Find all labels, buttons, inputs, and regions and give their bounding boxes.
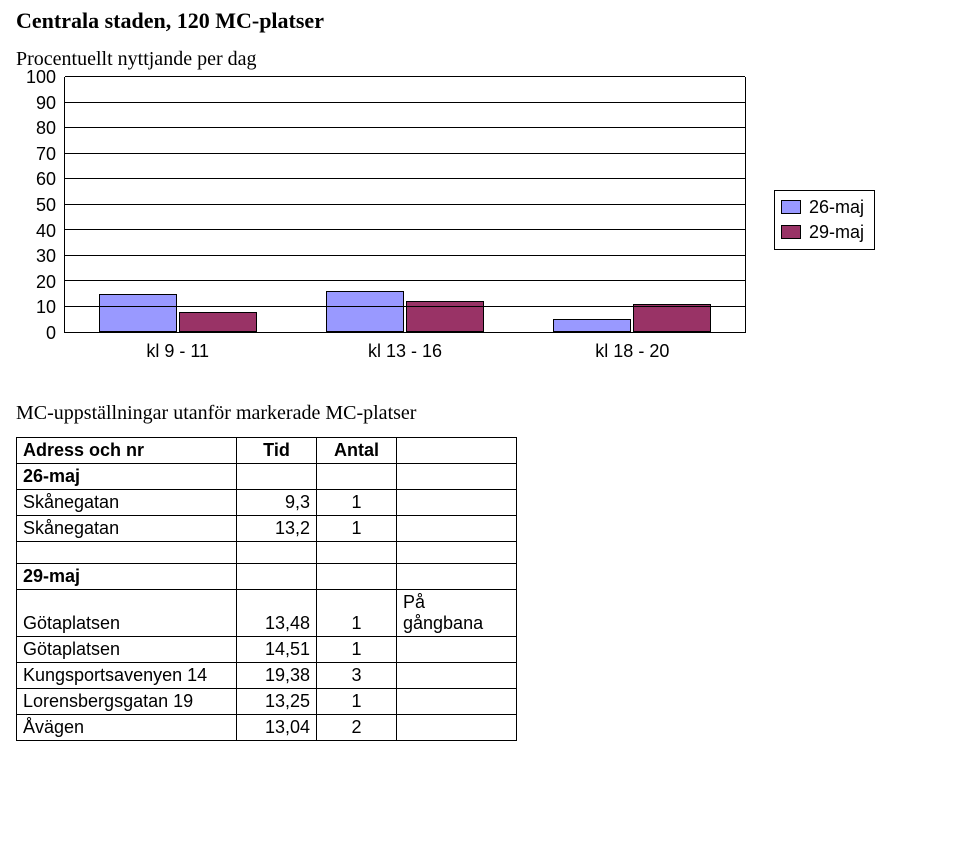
table-cell [17,542,237,564]
table-cell [397,542,517,564]
table-cell [397,663,517,689]
grid-line [65,127,745,128]
x-axis-spacer [16,341,64,362]
table-cell [397,715,517,741]
table-cell: 1 [317,590,397,637]
grid-line [65,280,745,281]
legend-label: 26-maj [809,197,864,218]
legend-swatch [781,200,801,214]
chart-legend: 26-maj 29-maj [774,190,875,250]
table-cell: På gångbana [397,590,517,637]
category-slot [65,77,292,332]
chart-row: 1009080706050403020100 kl 9 - 11kl 13 - … [16,77,944,362]
table-header-cell [397,438,517,464]
table-cell: 1 [317,490,397,516]
table-cell [397,464,517,490]
table-cell: Götaplatsen [17,637,237,663]
table-cell [397,689,517,715]
bar [633,304,711,332]
table-cell: 1 [317,516,397,542]
table-row: Götaplatsen14,511 [17,637,517,663]
table-cell: 2 [317,715,397,741]
table-cell: 9,3 [237,490,317,516]
table-row: Skånegatan13,21 [17,516,517,542]
category-slot [518,77,745,332]
grid-line [65,153,745,154]
table-cell: Skånegatan [17,490,237,516]
table-header-cell: Antal [317,438,397,464]
table-row: Kungsportsavenyen 1419,383 [17,663,517,689]
y-axis: 1009080706050403020100 [16,77,64,333]
section-heading: MC-uppställningar utanför markerade MC-p… [16,402,944,425]
table-header-cell: Tid [237,438,317,464]
x-axis-label: kl 9 - 11 [64,341,291,362]
table-cell [317,542,397,564]
bar [553,319,631,332]
table-header-cell: Adress och nr [17,438,237,464]
grid-line [65,76,745,77]
table-cell: 1 [317,637,397,663]
x-axis-label: kl 13 - 16 [291,341,518,362]
table-cell: 29-maj [17,564,237,590]
table-row: Lorensbergsgatan 1913,251 [17,689,517,715]
table-row: Götaplatsen13,481På gångbana [17,590,517,637]
table-cell [397,637,517,663]
page-title: Centrala staden, 120 MC-platser [16,8,944,34]
plot-area [64,77,746,333]
table-cell: Skånegatan [17,516,237,542]
table-cell: 1 [317,689,397,715]
table-cell [237,564,317,590]
table-cell: Lorensbergsgatan 19 [17,689,237,715]
chart-block: 1009080706050403020100 kl 9 - 11kl 13 - … [16,77,746,362]
grid-line [65,204,745,205]
table-cell: 14,51 [237,637,317,663]
grid-line [65,229,745,230]
table-cell: 13,2 [237,516,317,542]
table-cell: 13,48 [237,590,317,637]
page-subtitle: Procentuellt nyttjande per dag [16,48,944,71]
table-cell [397,564,517,590]
table-header-row: Adress och nrTidAntal [17,438,517,464]
x-axis-labels: kl 9 - 11kl 13 - 16kl 18 - 20 [64,341,746,362]
data-table: Adress och nrTidAntal26-majSkånegatan9,3… [16,437,517,741]
legend-label: 29-maj [809,222,864,243]
grid-line [65,178,745,179]
grid-line [65,102,745,103]
table-cell [397,516,517,542]
table-cell [237,464,317,490]
legend-item: 26-maj [781,195,864,220]
table-cell: 3 [317,663,397,689]
legend-item: 29-maj [781,220,864,245]
table-cell [397,490,517,516]
table-row: 26-maj [17,464,517,490]
x-axis: kl 9 - 11kl 13 - 16kl 18 - 20 [16,341,746,362]
table-cell [317,464,397,490]
grid-line [65,255,745,256]
grid-line [65,306,745,307]
table-cell [317,564,397,590]
table-cell: 13,25 [237,689,317,715]
table-cell [237,542,317,564]
bar-chart: 1009080706050403020100 [16,77,746,333]
table-cell: 26-maj [17,464,237,490]
table-row: Skånegatan9,31 [17,490,517,516]
table-row: 29-maj [17,564,517,590]
table-cell: 13,04 [237,715,317,741]
bar [326,291,404,332]
table-cell: 19,38 [237,663,317,689]
table-cell: Götaplatsen [17,590,237,637]
bar [99,294,177,332]
table-cell: Åvägen [17,715,237,741]
page: Centrala staden, 120 MC-platser Procentu… [0,0,960,765]
table-cell: Kungsportsavenyen 14 [17,663,237,689]
x-axis-label: kl 18 - 20 [519,341,746,362]
bars-layer [65,77,745,332]
table-row: Åvägen13,042 [17,715,517,741]
bar [179,312,257,332]
legend-swatch [781,225,801,239]
category-slot [292,77,519,332]
table-row [17,542,517,564]
